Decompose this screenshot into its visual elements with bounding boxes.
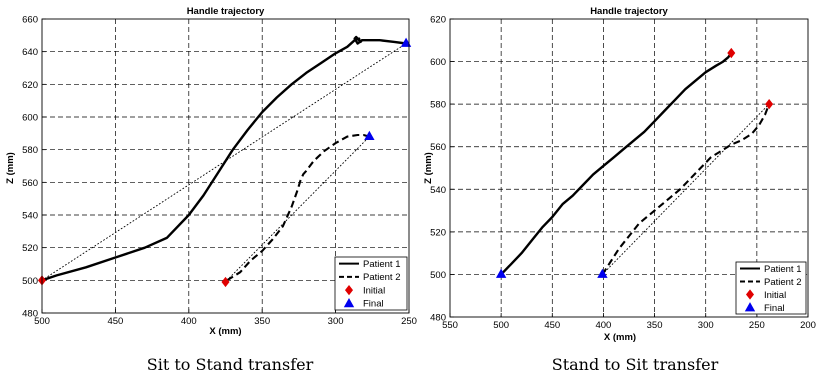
x-tick-label: 400 — [595, 320, 611, 331]
chart-stand-to-sit: 550 500 450 400 350 300 250 200 480 500 520 540 560 5… — [423, 6, 816, 374]
x-tick-label: 500 — [34, 316, 50, 327]
series-line-dashed — [601, 103, 771, 275]
y-tick-label: 640 — [22, 47, 38, 58]
chart-sit-to-stand: 500 450 400 350 300 2504805005205405605806006… — [5, 6, 417, 374]
axes-frame — [449, 18, 809, 318]
x-tick-label: 300 — [328, 316, 344, 327]
y-tick-label: 600 — [430, 57, 446, 68]
initial-marker — [221, 276, 230, 288]
legend-label: Patient 1 — [363, 259, 401, 270]
final-marker — [400, 37, 412, 47]
x-tick-label: 200 — [800, 320, 816, 331]
y-tick-label: 620 — [430, 15, 446, 26]
legend-swatch-final — [744, 302, 756, 312]
axes-frame — [41, 18, 410, 314]
final-marker — [597, 268, 608, 278]
y-tick-label: 520 — [430, 227, 446, 238]
x-tick-label: 400 — [181, 316, 197, 327]
x-tick-label: 550 — [442, 320, 458, 331]
x-tick-label: 450 — [107, 316, 123, 327]
initial-marker — [727, 47, 736, 59]
legend-label: Final — [363, 299, 384, 310]
y-tick-label: 620 — [22, 80, 38, 91]
chart-title: Handle trajectory — [590, 6, 668, 17]
series-line-solid — [500, 52, 733, 276]
legend-label: Patient 1 — [764, 264, 802, 275]
y-tick-label: 500 — [22, 276, 38, 287]
caption: Stand to Sit transfer — [552, 355, 719, 374]
legend-label: Patient 2 — [764, 277, 802, 288]
y-axis-label: Z (mm) — [5, 152, 16, 184]
x-tick-label: 500 — [493, 320, 509, 331]
caption: Sit to Stand transfer — [147, 355, 314, 374]
x-tick-label: 350 — [254, 316, 270, 327]
y-tick-label: 540 — [430, 185, 446, 196]
legend-swatch-initial — [745, 289, 755, 300]
y-tick-label: 560 — [22, 178, 38, 189]
x-tick-label: 350 — [647, 320, 663, 331]
legend-label: Patient 2 — [363, 272, 401, 283]
initial-marker — [765, 98, 774, 110]
chart-title: Handle trajectory — [187, 6, 265, 17]
y-tick-label: 540 — [22, 211, 38, 222]
legend-swatch-final — [343, 298, 355, 308]
y-tick-label: 580 — [430, 100, 446, 111]
y-tick-label: 480 — [430, 313, 446, 324]
y-tick-label: 660 — [22, 15, 38, 26]
y-tick-label: 580 — [22, 145, 38, 156]
legend: Patient 1 Patient 2 Initial Final — [735, 261, 807, 315]
legend-label: Initial — [363, 285, 385, 296]
x-tick-label: 450 — [544, 320, 560, 331]
legend: Patient 1 Patient 2 Initial Final — [334, 256, 408, 311]
series-line-solid — [41, 35, 407, 282]
legend-box — [735, 261, 807, 315]
y-tick-label: 600 — [22, 113, 38, 124]
final-marker — [364, 130, 375, 140]
x-tick-label: 250 — [749, 320, 765, 331]
legend-label: Initial — [764, 290, 786, 301]
x-axis-label: X (mm) — [209, 326, 241, 337]
series-line-dotted — [41, 43, 407, 281]
series-line-dotted — [601, 103, 770, 275]
y-tick-label: 520 — [22, 243, 38, 254]
legend-label: Final — [764, 303, 785, 314]
x-tick-label: 250 — [401, 316, 417, 327]
y-tick-label: 560 — [430, 142, 446, 153]
legend-box — [334, 256, 408, 311]
series-line-dotted — [226, 136, 370, 281]
y-tick-label: 480 — [22, 309, 38, 320]
y-tick-label: 500 — [430, 270, 446, 281]
final-marker — [495, 268, 507, 278]
x-axis-label: X (mm) — [604, 332, 636, 343]
x-tick-label: 300 — [698, 320, 714, 331]
legend-swatch-initial — [344, 284, 354, 296]
y-axis-label: Z (mm) — [423, 152, 434, 184]
